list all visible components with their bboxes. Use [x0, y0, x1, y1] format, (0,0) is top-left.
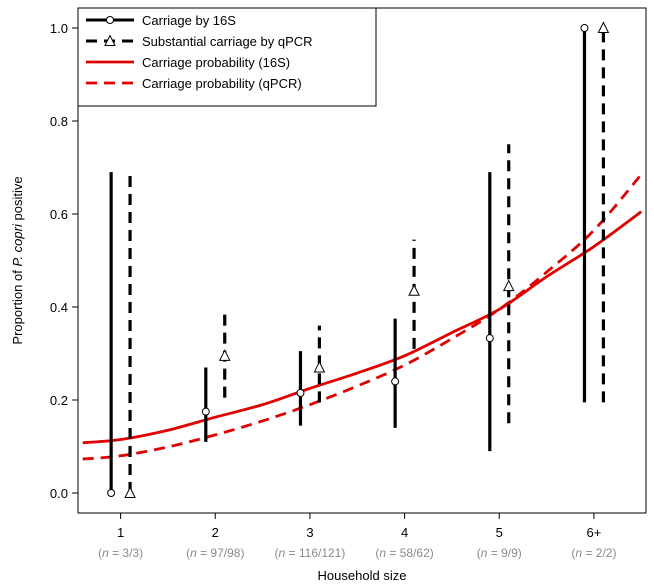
y-tick-label: 0.2 — [50, 393, 68, 408]
legend-label: Carriage probability (16S) — [142, 55, 290, 70]
x-axis: 1 (n = 3/3) 2 (n = 97/98) 3 (n = 116/121) 4 (n … — [98, 513, 616, 560]
interval-series — [107, 21, 610, 498]
x-tick-label: 6+ — [587, 525, 602, 540]
legend: Carriage by 16S Substantial carriage by q… — [77, 7, 377, 107]
legend-box — [77, 7, 377, 107]
legend-label: Substantial carriage by qPCR — [142, 34, 313, 49]
point-marker — [313, 360, 326, 373]
x-sample-size-label: (n = 9/9) — [477, 546, 522, 560]
carriage-probability-qpcr-curve — [82, 173, 643, 461]
x-sample-size-label: (n = 97/98) — [186, 546, 244, 560]
point-marker — [580, 24, 589, 32]
x-tick-label: 3 — [306, 525, 313, 540]
point-marker — [124, 486, 136, 498]
x-sample-size-label: (n = 58/62) — [375, 546, 433, 560]
qpcr-series — [124, 21, 610, 498]
y-axis-label-species: P. copri — [10, 223, 25, 267]
point-marker — [485, 334, 494, 343]
point-marker — [107, 489, 116, 497]
point-marker — [597, 21, 610, 33]
x-sample-size-label: (n = 2/2) — [571, 546, 616, 560]
x-axis-label: Household size — [318, 568, 407, 583]
x-tick-label: 2 — [212, 525, 219, 540]
s16-series — [107, 24, 589, 497]
carriage-probability-16s-curve — [82, 210, 643, 445]
legend-marker — [104, 34, 116, 46]
probability-curves — [82, 173, 643, 461]
x-sample-size-label: (n = 3/3) — [98, 546, 143, 560]
point-marker — [408, 284, 420, 296]
y-axis-label: Proportion of P. copri positive — [10, 176, 25, 344]
y-axis-label-part-3: positive — [10, 176, 25, 224]
x-tick-label: 5 — [496, 525, 503, 540]
point-marker — [201, 407, 210, 416]
y-axis: 0.0 0.2 0.4 0.6 0.8 1.0 — [50, 21, 78, 501]
point-marker — [391, 377, 400, 386]
y-tick-label: 0.8 — [50, 114, 68, 129]
y-axis-label-part-1: Proportion of — [10, 267, 25, 345]
point-marker — [502, 279, 515, 292]
legend-marker — [106, 16, 114, 24]
y-tick-label: 0.0 — [50, 486, 68, 501]
legend-label: Carriage by 16S — [142, 13, 236, 28]
legend-label: Carriage probability (qPCR) — [142, 76, 302, 91]
y-tick-label: 0.6 — [50, 207, 68, 222]
point-marker — [218, 349, 231, 361]
y-tick-label: 0.4 — [50, 300, 68, 315]
y-tick-label: 1.0 — [50, 21, 68, 36]
x-tick-label: 4 — [401, 525, 408, 540]
x-tick-label: 1 — [117, 525, 124, 540]
x-sample-size-label: (n = 116/121) — [275, 546, 346, 560]
point-marker — [296, 389, 305, 398]
